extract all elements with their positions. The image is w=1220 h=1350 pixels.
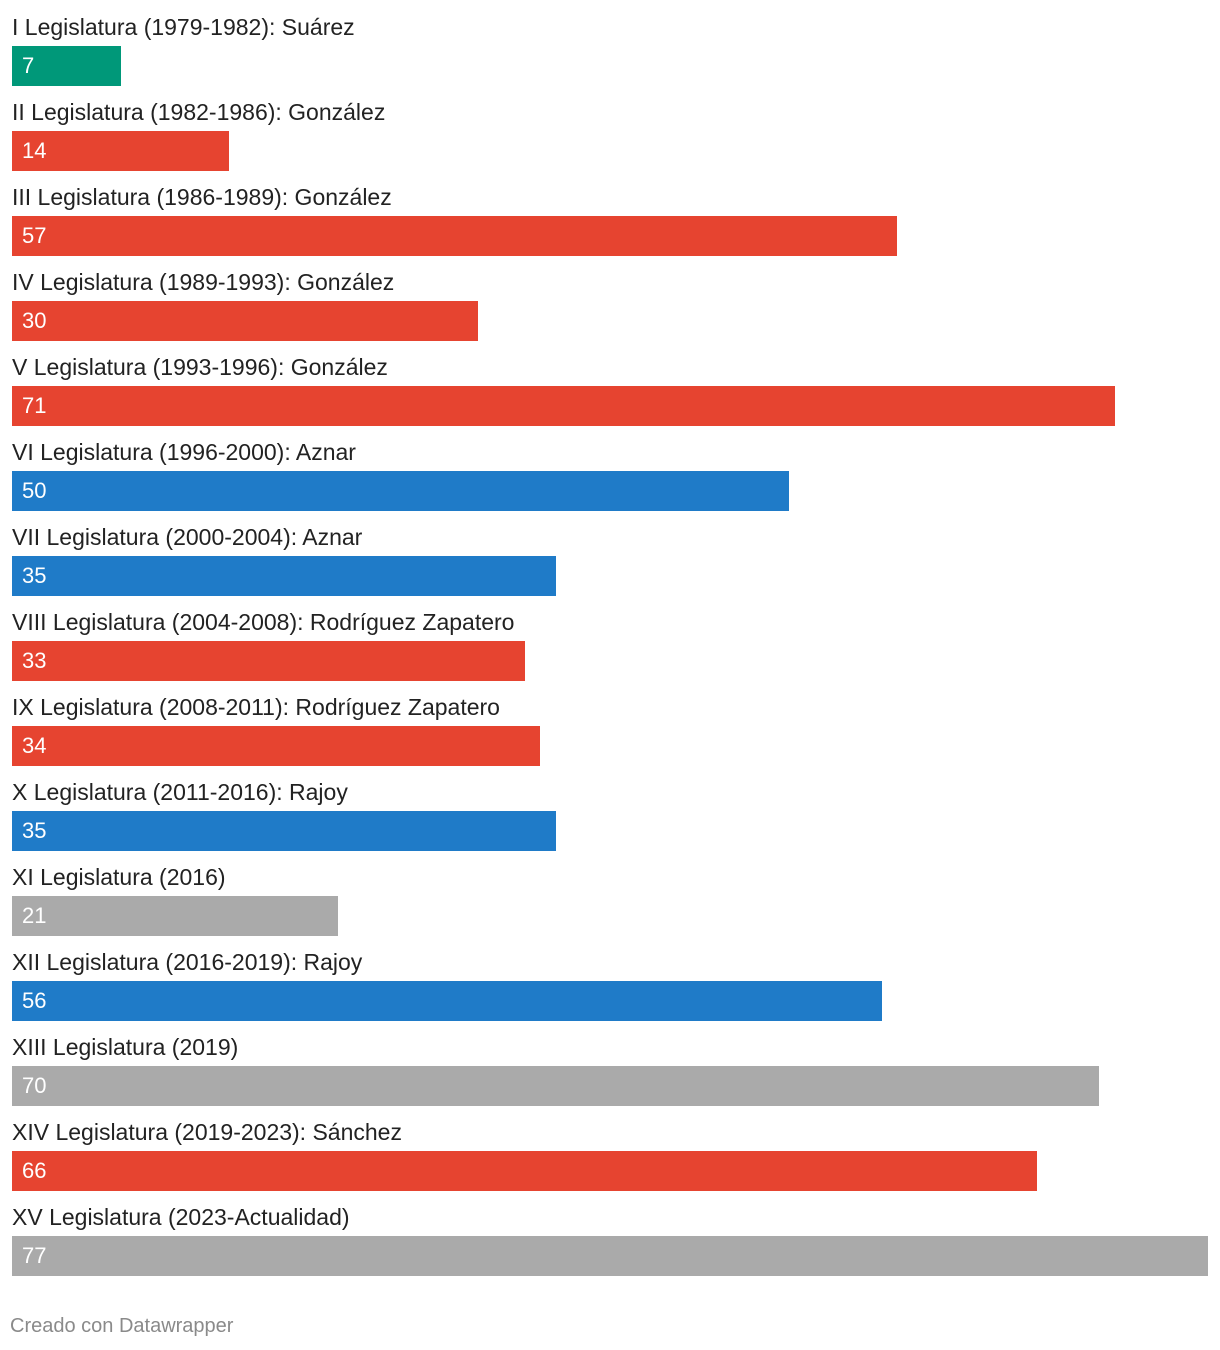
- bar-chart: I Legislatura (1979-1982): Suárez 7 II Leg…: [12, 4, 1208, 1278]
- bar[interactable]: 7: [12, 46, 121, 86]
- bar[interactable]: 57: [12, 216, 897, 256]
- bar[interactable]: 71: [12, 386, 1115, 426]
- bar[interactable]: 21: [12, 896, 338, 936]
- bar[interactable]: 56: [12, 981, 882, 1021]
- category-label: XII Legislatura (2016-2019): Rajoy: [12, 949, 363, 975]
- bar-row: VII Legislatura (2000-2004): Aznar 35: [12, 514, 1208, 598]
- bar-row: IX Legislatura (2008-2011): Rodríguez Za…: [12, 684, 1208, 768]
- bar[interactable]: 50: [12, 471, 789, 511]
- bar-value-label: 50: [22, 478, 47, 503]
- bar-row: X Legislatura (2011-2016): Rajoy 35: [12, 769, 1208, 853]
- bar-value-label: 70: [22, 1073, 47, 1098]
- bar-value-label: 30: [22, 308, 47, 333]
- bar[interactable]: 66: [12, 1151, 1037, 1191]
- bar-value-label: 66: [22, 1158, 47, 1183]
- category-label: IV Legislatura (1989-1993): González: [12, 269, 395, 295]
- bar-value-label: 21: [22, 903, 47, 928]
- bar-value-label: 35: [22, 563, 47, 588]
- category-label: I Legislatura (1979-1982): Suárez: [12, 14, 355, 40]
- bar-row: XI Legislatura (2016) 21: [12, 854, 1208, 938]
- bar[interactable]: 35: [12, 811, 556, 851]
- category-label: VIII Legislatura (2004-2008): Rodríguez …: [12, 609, 515, 635]
- category-label: III Legislatura (1986-1989): González: [12, 184, 392, 210]
- category-label: VII Legislatura (2000-2004): Aznar: [12, 524, 363, 550]
- bar-value-label: 57: [22, 223, 47, 248]
- category-label: XI Legislatura (2016): [12, 864, 226, 890]
- bar[interactable]: 14: [12, 131, 229, 171]
- bar-value-label: 35: [22, 818, 47, 843]
- bar-value-label: 34: [22, 733, 47, 758]
- category-label: XV Legislatura (2023-Actualidad): [12, 1204, 350, 1230]
- bar-value-label: 77: [22, 1243, 47, 1268]
- bar[interactable]: 77: [12, 1236, 1208, 1276]
- category-label: IX Legislatura (2008-2011): Rodríguez Za…: [12, 694, 500, 720]
- bar-value-label: 71: [22, 393, 47, 418]
- category-label: VI Legislatura (1996-2000): Aznar: [12, 439, 356, 465]
- bar-row: VIII Legislatura (2004-2008): Rodríguez …: [12, 599, 1208, 683]
- bar-row: I Legislatura (1979-1982): Suárez 7: [12, 4, 1208, 88]
- bar-row: XIII Legislatura (2019) 70: [12, 1024, 1208, 1108]
- bar-value-label: 33: [22, 648, 47, 673]
- bar-row: XII Legislatura (2016-2019): Rajoy 56: [12, 939, 1208, 1023]
- bar-row: V Legislatura (1993-1996): González 71: [12, 344, 1208, 428]
- bar[interactable]: 34: [12, 726, 540, 766]
- bar-row: II Legislatura (1982-1986): González 14: [12, 89, 1208, 173]
- datawrapper-credit[interactable]: Creado con Datawrapper: [10, 1315, 234, 1337]
- category-label: XIII Legislatura (2019): [12, 1034, 239, 1060]
- category-label: XIV Legislatura (2019-2023): Sánchez: [12, 1119, 402, 1145]
- category-label: II Legislatura (1982-1986): González: [12, 99, 386, 125]
- category-label: V Legislatura (1993-1996): González: [12, 354, 388, 380]
- bar-value-label: 56: [22, 988, 47, 1013]
- bar-row: III Legislatura (1986-1989): González 57: [12, 174, 1208, 258]
- bar-row: IV Legislatura (1989-1993): González 30: [12, 259, 1208, 343]
- category-label: X Legislatura (2011-2016): Rajoy: [12, 779, 348, 805]
- bar[interactable]: 35: [12, 556, 556, 596]
- bar-value-label: 7: [22, 53, 35, 78]
- bar[interactable]: 70: [12, 1066, 1099, 1106]
- bar[interactable]: 33: [12, 641, 525, 681]
- bar[interactable]: 30: [12, 301, 478, 341]
- bar-row: XIV Legislatura (2019-2023): Sánchez 66: [12, 1109, 1208, 1193]
- bar-row: VI Legislatura (1996-2000): Aznar 50: [12, 429, 1208, 513]
- bar-row: XV Legislatura (2023-Actualidad) 77: [12, 1194, 1208, 1278]
- bar-value-label: 14: [22, 138, 47, 163]
